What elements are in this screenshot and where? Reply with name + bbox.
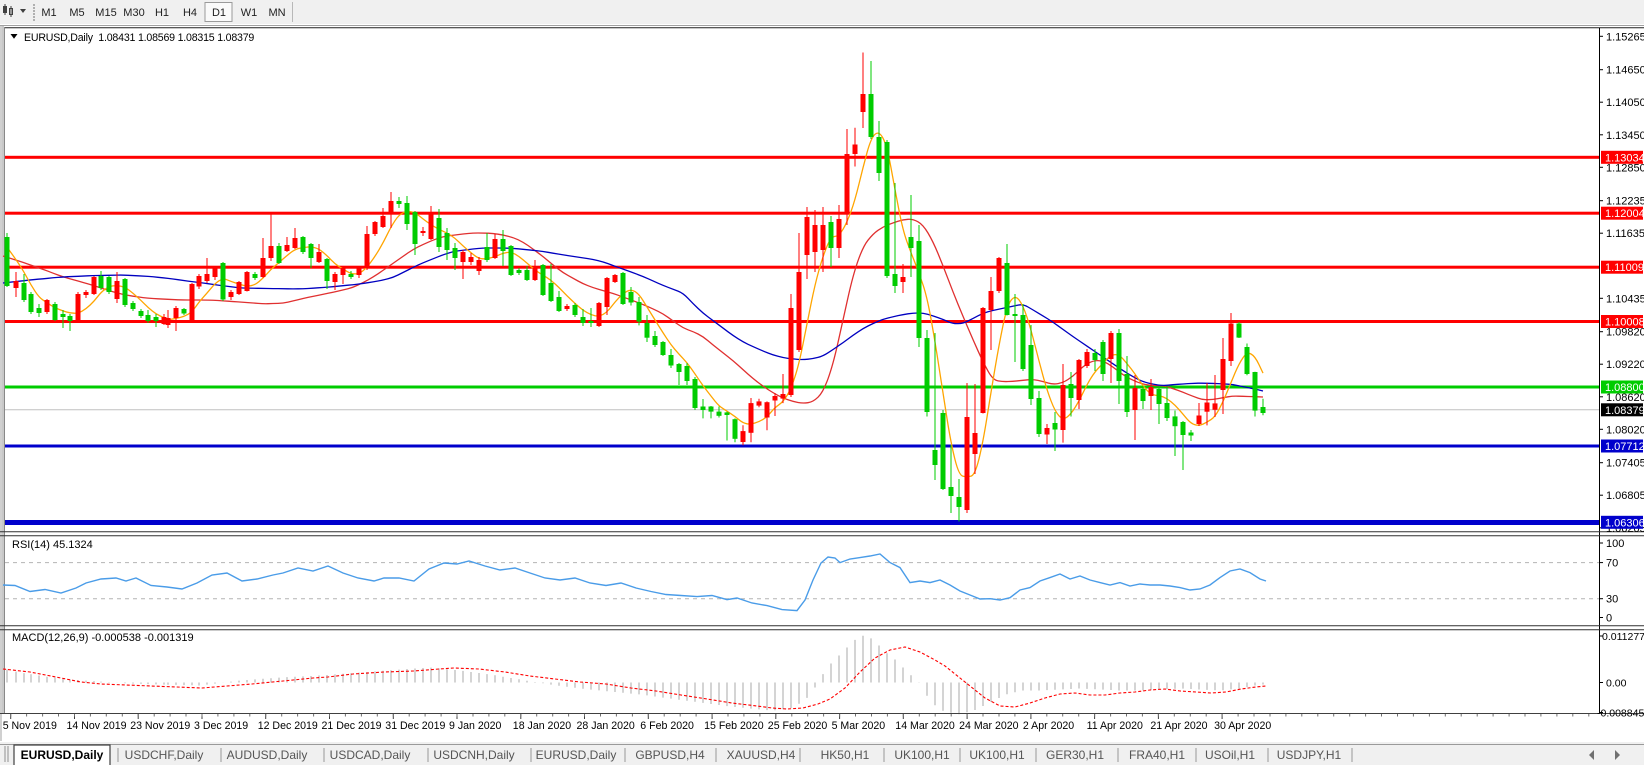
svg-text:USDJPY,H1: USDJPY,H1 [1277,748,1342,762]
svg-text:1.12850: 1.12850 [1606,162,1644,174]
svg-text:AUDUSD,Daily: AUDUSD,Daily [227,748,308,762]
svg-text:0.011277: 0.011277 [1602,631,1644,643]
svg-text:30: 30 [1606,594,1618,606]
svg-text:5 Nov 2019: 5 Nov 2019 [3,720,57,732]
svg-text:15 Feb 2020: 15 Feb 2020 [704,720,764,732]
svg-text:6 Feb 2020: 6 Feb 2020 [640,720,694,732]
svg-text:USDCHF,Daily: USDCHF,Daily [125,748,204,762]
svg-text:18 Jan 2020: 18 Jan 2020 [513,720,571,732]
svg-text:H4: H4 [183,7,197,19]
svg-text:USDCAD,Daily: USDCAD,Daily [330,748,411,762]
svg-text:1.06805: 1.06805 [1606,490,1644,502]
svg-text:HK50,H1: HK50,H1 [821,748,870,762]
svg-text:1.14650: 1.14650 [1606,65,1644,77]
svg-text:1.15265: 1.15265 [1606,31,1644,43]
svg-text:1.08620: 1.08620 [1606,392,1644,404]
svg-text:M15: M15 [95,7,116,19]
svg-text:FRA40,H1: FRA40,H1 [1129,748,1185,762]
svg-text:XAUUSD,H4: XAUUSD,H4 [727,748,796,762]
svg-text:UK100,H1: UK100,H1 [894,748,950,762]
svg-text:31 Dec 2019: 31 Dec 2019 [385,720,445,732]
svg-text:3 Dec 2019: 3 Dec 2019 [194,720,248,732]
svg-text:1.11009: 1.11009 [1605,262,1644,274]
svg-text:0.00: 0.00 [1606,678,1627,690]
svg-text:1.08379: 1.08379 [1605,405,1644,417]
svg-text:70: 70 [1606,558,1618,570]
svg-text:GBPUSD,H4: GBPUSD,H4 [635,748,705,762]
svg-text:1.12004: 1.12004 [1605,208,1644,220]
svg-text:23 Nov 2019: 23 Nov 2019 [130,720,190,732]
svg-text:25 Feb 2020: 25 Feb 2020 [768,720,828,732]
svg-text:11 Apr 2020: 11 Apr 2020 [1087,720,1143,732]
svg-text:12 Dec 2019: 12 Dec 2019 [258,720,318,732]
svg-text:EURUSD,Daily: EURUSD,Daily [21,748,104,762]
svg-text:1.07405: 1.07405 [1606,458,1644,470]
svg-text:9 Jan 2020: 9 Jan 2020 [449,720,502,732]
svg-text:EURUSD,Daily: EURUSD,Daily [536,748,617,762]
svg-text:1.07712: 1.07712 [1605,441,1644,453]
svg-text:1.09820: 1.09820 [1606,327,1644,339]
svg-text:M5: M5 [69,7,84,19]
svg-text:MACD(12,26,9) -0.000538 -0.001: MACD(12,26,9) -0.000538 -0.001319 [12,632,194,644]
svg-text:M1: M1 [41,7,56,19]
svg-text:2 Apr 2020: 2 Apr 2020 [1023,720,1074,732]
svg-text:MN: MN [268,7,285,19]
svg-text:5 Mar 2020: 5 Mar 2020 [832,720,886,732]
svg-text:28 Jan 2020: 28 Jan 2020 [577,720,635,732]
svg-text:H1: H1 [155,7,169,19]
svg-text:14 Mar 2020: 14 Mar 2020 [895,720,955,732]
svg-text:-0.008845: -0.008845 [1597,708,1644,720]
svg-text:100: 100 [1606,538,1624,550]
svg-text:1.13034: 1.13034 [1605,152,1644,164]
svg-text:24 Mar 2020: 24 Mar 2020 [959,720,1019,732]
svg-text:1.08020: 1.08020 [1606,424,1644,436]
svg-text:1.14050: 1.14050 [1606,97,1644,109]
svg-text:GER30,H1: GER30,H1 [1046,748,1104,762]
svg-text:UK100,H1: UK100,H1 [969,748,1025,762]
svg-text:1.10008: 1.10008 [1605,317,1644,329]
svg-text:14 Nov 2019: 14 Nov 2019 [67,720,127,732]
svg-text:21 Apr 2020: 21 Apr 2020 [1150,720,1207,732]
svg-text:1.11635: 1.11635 [1606,228,1644,240]
svg-text:1.10435: 1.10435 [1606,293,1644,305]
svg-text:W1: W1 [241,7,258,19]
svg-text:USOil,H1: USOil,H1 [1205,748,1255,762]
svg-text:D1: D1 [212,7,226,19]
svg-text:M30: M30 [123,7,144,19]
svg-text:1.06306: 1.06306 [1605,517,1644,529]
svg-text:21 Dec 2019: 21 Dec 2019 [322,720,382,732]
svg-text:RSI(14) 45.1324: RSI(14) 45.1324 [12,539,93,551]
svg-text:30 Apr 2020: 30 Apr 2020 [1214,720,1271,732]
svg-text:1.13450: 1.13450 [1606,130,1644,142]
svg-text:0: 0 [1606,613,1612,625]
svg-text:EURUSD,Daily 1.08431 1.08569: EURUSD,Daily 1.08431 1.08569 1.08315 1.0… [24,32,254,44]
svg-text:1.12235: 1.12235 [1606,196,1644,208]
svg-text:1.08800: 1.08800 [1605,382,1644,394]
svg-text:1.09220: 1.09220 [1606,359,1644,371]
svg-text:USDCNH,Daily: USDCNH,Daily [433,748,514,762]
